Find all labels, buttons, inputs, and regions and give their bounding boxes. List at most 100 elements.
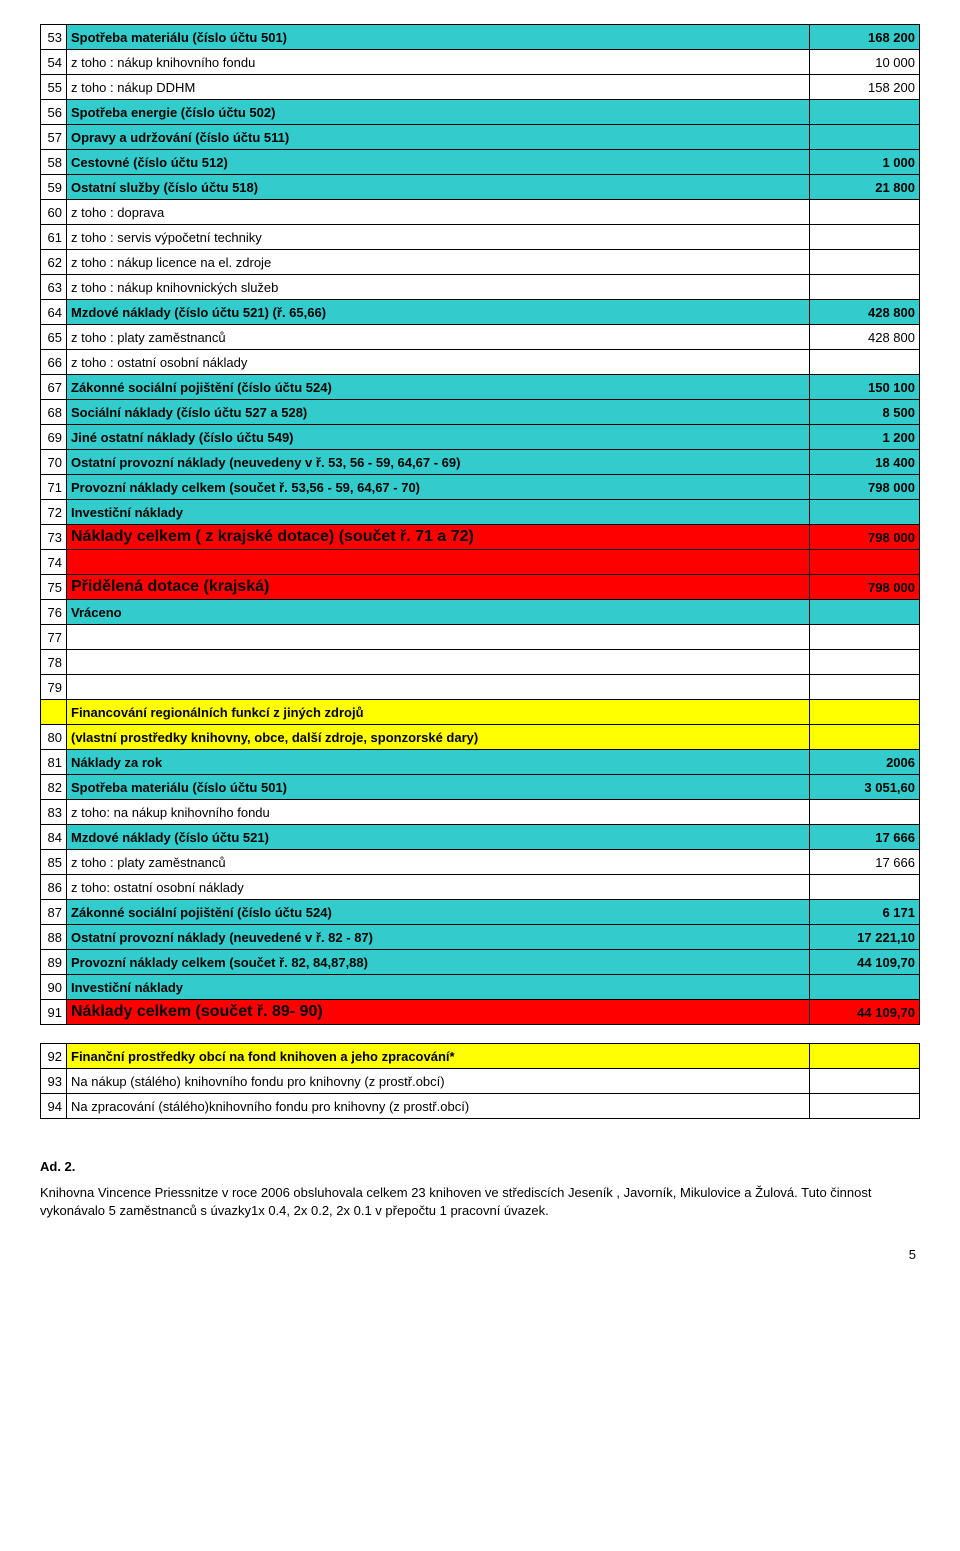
budget-table-main: 53Spotřeba materiálu (číslo účtu 501)168… xyxy=(40,24,920,1025)
table-row: 85 z toho : platy zaměstnanců17 666 xyxy=(41,850,920,875)
row-label: Náklady celkem (součet ř. 89- 90) xyxy=(67,1000,810,1025)
row-label: Investiční náklady xyxy=(67,500,810,525)
table-row: 83z toho: na nákup knihovního fondu xyxy=(41,800,920,825)
table-row: 94Na zpracování (stálého)knihovního fond… xyxy=(41,1094,920,1119)
row-number: 68 xyxy=(41,400,67,425)
table-row: 56Spotřeba energie (číslo účtu 502) xyxy=(41,100,920,125)
row-number: 89 xyxy=(41,950,67,975)
table-row: 74 xyxy=(41,550,920,575)
table-row: 67Zákonné sociální pojištění (číslo účtu… xyxy=(41,375,920,400)
row-value: 6 171 xyxy=(810,900,920,925)
row-value: 798 000 xyxy=(810,525,920,550)
row-number: 81 xyxy=(41,750,67,775)
table-row: Financování regionálních funkcí z jiných… xyxy=(41,700,920,725)
row-value xyxy=(810,1069,920,1094)
row-number: 85 xyxy=(41,850,67,875)
row-value xyxy=(810,1094,920,1119)
row-label: z toho : platy zaměstnanců xyxy=(67,325,810,350)
table-row: 90Investiční náklady xyxy=(41,975,920,1000)
row-label: z toho: ostatní osobní náklady xyxy=(67,875,810,900)
row-label: z toho : nákup DDHM xyxy=(67,75,810,100)
table-row: 59Ostatní služby (číslo účtu 518)21 800 xyxy=(41,175,920,200)
table-row: 81Náklady za rok2006 xyxy=(41,750,920,775)
row-value xyxy=(810,225,920,250)
row-label: (vlastní prostředky knihovny, obce, dalš… xyxy=(67,725,810,750)
row-number: 86 xyxy=(41,875,67,900)
table-row: 71Provozní náklady celkem (součet ř. 53,… xyxy=(41,475,920,500)
row-label: Náklady celkem ( z krajské dotace) (souč… xyxy=(67,525,810,550)
row-number: 76 xyxy=(41,600,67,625)
row-number: 88 xyxy=(41,925,67,950)
row-label: Opravy a udržování (číslo účtu 511) xyxy=(67,125,810,150)
budget-table-secondary: 92Finanční prostředky obcí na fond kniho… xyxy=(40,1043,920,1119)
row-label: Sociální náklady (číslo účtu 527 a 528) xyxy=(67,400,810,425)
row-number: 79 xyxy=(41,675,67,700)
row-label: Spotřeba materiálu (číslo účtu 501) xyxy=(67,25,810,50)
table-row: 55 z toho : nákup DDHM158 200 xyxy=(41,75,920,100)
table-row: 92Finanční prostředky obcí na fond kniho… xyxy=(41,1044,920,1069)
row-label: Provozní náklady celkem (součet ř. 53,56… xyxy=(67,475,810,500)
table-row: 84Mzdové náklady (číslo účtu 521)17 666 xyxy=(41,825,920,850)
row-number: 69 xyxy=(41,425,67,450)
row-value xyxy=(810,875,920,900)
table-row: 62 z toho : nákup licence na el. zdroje xyxy=(41,250,920,275)
row-label xyxy=(67,625,810,650)
row-value xyxy=(810,675,920,700)
row-number xyxy=(41,700,67,725)
page-number: 5 xyxy=(40,1247,920,1262)
row-value xyxy=(810,275,920,300)
row-number: 60 xyxy=(41,200,67,225)
table-row: 72Investiční náklady xyxy=(41,500,920,525)
table-row: 88Ostatní provozní náklady (neuvedené v … xyxy=(41,925,920,950)
row-number: 84 xyxy=(41,825,67,850)
table-row: 91Náklady celkem (součet ř. 89- 90)44 10… xyxy=(41,1000,920,1025)
row-label: z toho : ostatní osobní náklady xyxy=(67,350,810,375)
row-label: Na zpracování (stálého)knihovního fondu … xyxy=(67,1094,810,1119)
row-value xyxy=(810,100,920,125)
row-value xyxy=(810,125,920,150)
table-row: 58Cestovné (číslo účtu 512)1 000 xyxy=(41,150,920,175)
table-row: 69Jiné ostatní náklady (číslo účtu 549)1… xyxy=(41,425,920,450)
row-value xyxy=(810,350,920,375)
row-value xyxy=(810,600,920,625)
row-value xyxy=(810,800,920,825)
row-value: 798 000 xyxy=(810,575,920,600)
table-row: 54 z toho : nákup knihovního fondu10 000 xyxy=(41,50,920,75)
table-row: 61 z toho : servis výpočetní techniky xyxy=(41,225,920,250)
table-row: 80(vlastní prostředky knihovny, obce, da… xyxy=(41,725,920,750)
table-row: 63 z toho : nákup knihovnických služeb xyxy=(41,275,920,300)
row-label: Zákonné sociální pojištění (číslo účtu 5… xyxy=(67,900,810,925)
row-value xyxy=(810,250,920,275)
row-number: 53 xyxy=(41,25,67,50)
row-value: 18 400 xyxy=(810,450,920,475)
row-value xyxy=(810,200,920,225)
table-row: 70Ostatní provozní náklady (neuvedeny v … xyxy=(41,450,920,475)
row-value: 428 800 xyxy=(810,300,920,325)
row-label: Mzdové náklady (číslo účtu 521) xyxy=(67,825,810,850)
row-label: z toho : platy zaměstnanců xyxy=(67,850,810,875)
row-number: 55 xyxy=(41,75,67,100)
row-value xyxy=(810,625,920,650)
row-label: z toho : nákup licence na el. zdroje xyxy=(67,250,810,275)
row-label: Náklady za rok xyxy=(67,750,810,775)
table-row: 60 z toho : doprava xyxy=(41,200,920,225)
row-number: 70 xyxy=(41,450,67,475)
table-row: 93Na nákup (stálého) knihovního fondu pr… xyxy=(41,1069,920,1094)
row-number: 71 xyxy=(41,475,67,500)
row-label: Zákonné sociální pojištění (číslo účtu 5… xyxy=(67,375,810,400)
row-value xyxy=(810,700,920,725)
table-row: 82Spotřeba materiálu (číslo účtu 501)3 0… xyxy=(41,775,920,800)
row-label xyxy=(67,550,810,575)
table-row: 53Spotřeba materiálu (číslo účtu 501)168… xyxy=(41,25,920,50)
table-row: 89Provozní náklady celkem (součet ř. 82,… xyxy=(41,950,920,975)
table-row: 76Vráceno xyxy=(41,600,920,625)
row-value: 168 200 xyxy=(810,25,920,50)
row-value: 1 200 xyxy=(810,425,920,450)
row-label xyxy=(67,650,810,675)
row-number: 64 xyxy=(41,300,67,325)
row-value: 17 666 xyxy=(810,850,920,875)
table-row: 65 z toho : platy zaměstnanců428 800 xyxy=(41,325,920,350)
row-label xyxy=(67,675,810,700)
row-value: 150 100 xyxy=(810,375,920,400)
row-number: 67 xyxy=(41,375,67,400)
